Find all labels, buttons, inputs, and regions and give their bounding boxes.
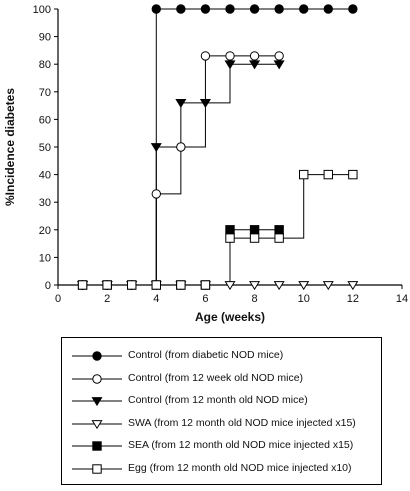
data-point-s5-p10 (323, 169, 333, 180)
y-tick-label: 10 (39, 252, 51, 264)
data-point-s4-p8 (274, 225, 284, 235)
data-point-s3-p6 (224, 281, 236, 291)
x-tick-label: 6 (202, 293, 208, 305)
data-point-s2-p3 (150, 143, 162, 153)
y-tick-label: 100 (33, 4, 51, 16)
legend-item: SWA (from 12 month old NOD mice injected… (62, 415, 381, 433)
data-point-s2-p7 (249, 60, 261, 70)
data-point-s1-p6 (225, 51, 235, 61)
legend-marker (91, 397, 103, 407)
legend-label: SEA (from 12 month old NOD mice injected… (128, 439, 354, 451)
y-axis-title: %Incidence diabetes (3, 88, 17, 206)
data-point-s0-p7 (249, 4, 260, 14)
data-point-s3-p10 (322, 281, 334, 291)
legend-item: Egg (from 12 month old NOD mice injected… (62, 460, 381, 478)
data-point-s0-p11 (348, 4, 358, 14)
series-line-5 (82, 174, 353, 286)
x-tick-label: 2 (104, 293, 110, 305)
legend-swatch (72, 463, 122, 474)
x-tick-label: 14 (396, 293, 408, 305)
series-markers (77, 4, 359, 291)
data-point-s0-p9 (299, 4, 309, 14)
data-point-s2-p4 (175, 98, 187, 108)
data-point-s0-p8 (274, 4, 284, 14)
x-tick-label: 0 (55, 293, 61, 305)
data-point-s5-p5 (200, 280, 211, 290)
data-point-s1-p8 (274, 51, 284, 61)
data-point-s0-p3 (151, 4, 161, 14)
data-point-s1-p4 (176, 142, 186, 152)
legend-label: SWA (from 12 month old NOD mice injected… (128, 416, 356, 429)
legend-swatch (72, 351, 122, 361)
y-tick-label: 90 (39, 32, 51, 44)
data-point-s3-p8 (273, 281, 285, 291)
x-tick-label: 4 (153, 293, 159, 305)
data-point-s0-p6 (225, 4, 235, 14)
data-point-s5-p3 (151, 280, 161, 290)
legend-label: Control (from 12 month old NOD mice) (128, 394, 308, 406)
data-point-s5-p2 (127, 280, 137, 290)
legend-marker (92, 351, 102, 361)
x-axis-title: Age (weeks) (195, 310, 265, 324)
y-tick-label: 70 (39, 87, 51, 99)
legend-item: SEA (from 12 month old NOD mice injected… (62, 437, 381, 455)
data-point-s0-p4 (176, 4, 186, 14)
data-point-s5-p7 (249, 233, 260, 243)
legend-item: Control (from 12 week old NOD mice) (62, 370, 381, 388)
legend: Control (from diabetic NOD mice) Control … (61, 337, 382, 485)
legend-item: Control (from 12 month old NOD mice) (62, 392, 381, 410)
x-tick-label: 10 (298, 293, 310, 305)
axes: 0 10 20 30 40 50 60 70 80 90 100 0 2 4 6 8 10 12 14 (33, 4, 408, 305)
data-point-s1-p7 (249, 51, 260, 61)
data-point-s1-p3 (151, 189, 161, 199)
data-point-s5-p8 (274, 233, 284, 243)
data-point-s5-p4 (176, 280, 186, 290)
data-point-s0-p10 (323, 4, 333, 14)
data-point-s3-p7 (249, 281, 261, 291)
x-tick-label: 8 (252, 293, 258, 305)
data-point-s5-p11 (348, 169, 358, 180)
y-tick-label: 0 (45, 280, 51, 292)
legend-item: Control (from diabetic NOD mice) (62, 347, 381, 365)
legend-swatch (72, 397, 122, 407)
data-point-s3-p9 (298, 281, 310, 291)
legend-label: Control (from diabetic NOD mice) (128, 349, 284, 361)
legend-marker (92, 441, 102, 451)
data-point-s5-p9 (299, 169, 309, 180)
x-tick-label: 12 (347, 293, 359, 305)
data-point-s2-p6 (224, 60, 236, 70)
data-point-s5-p6 (225, 233, 235, 243)
data-point-s0-p5 (200, 4, 211, 14)
y-tick-label: 60 (39, 114, 51, 126)
legend-label: Egg (from 12 month old NOD mice injected… (128, 461, 352, 474)
legend-swatch (72, 441, 122, 451)
series-line-1 (82, 55, 280, 286)
y-tick-label: 30 (39, 197, 51, 209)
data-point-s5-p0 (77, 280, 88, 290)
chart-plot: 0 10 20 30 40 50 60 70 80 90 100 0 2 4 6 8 10 12 14 %Incid… (3, 4, 408, 324)
data-point-s5-p1 (102, 280, 112, 290)
legend-swatch (72, 419, 122, 429)
y-tick-label: 20 (39, 225, 51, 237)
series-line-0 (82, 8, 353, 286)
legend-label: Control (from 12 week old NOD mice) (128, 371, 304, 384)
data-point-s4-p6 (225, 225, 235, 235)
data-point-s3-p11 (347, 281, 359, 291)
data-point-s2-p5 (199, 98, 211, 108)
legend-marker (92, 373, 102, 384)
y-tick-label: 50 (39, 142, 51, 154)
data-point-s2-p8 (273, 60, 285, 70)
series-lines (82, 8, 353, 286)
y-tick-label: 40 (39, 170, 51, 182)
data-point-s1-p5 (200, 51, 211, 61)
legend-marker (91, 419, 103, 429)
legend-marker (92, 463, 102, 474)
legend-swatch (72, 373, 122, 384)
y-tick-label: 80 (39, 59, 51, 71)
data-point-s4-p7 (249, 225, 260, 235)
